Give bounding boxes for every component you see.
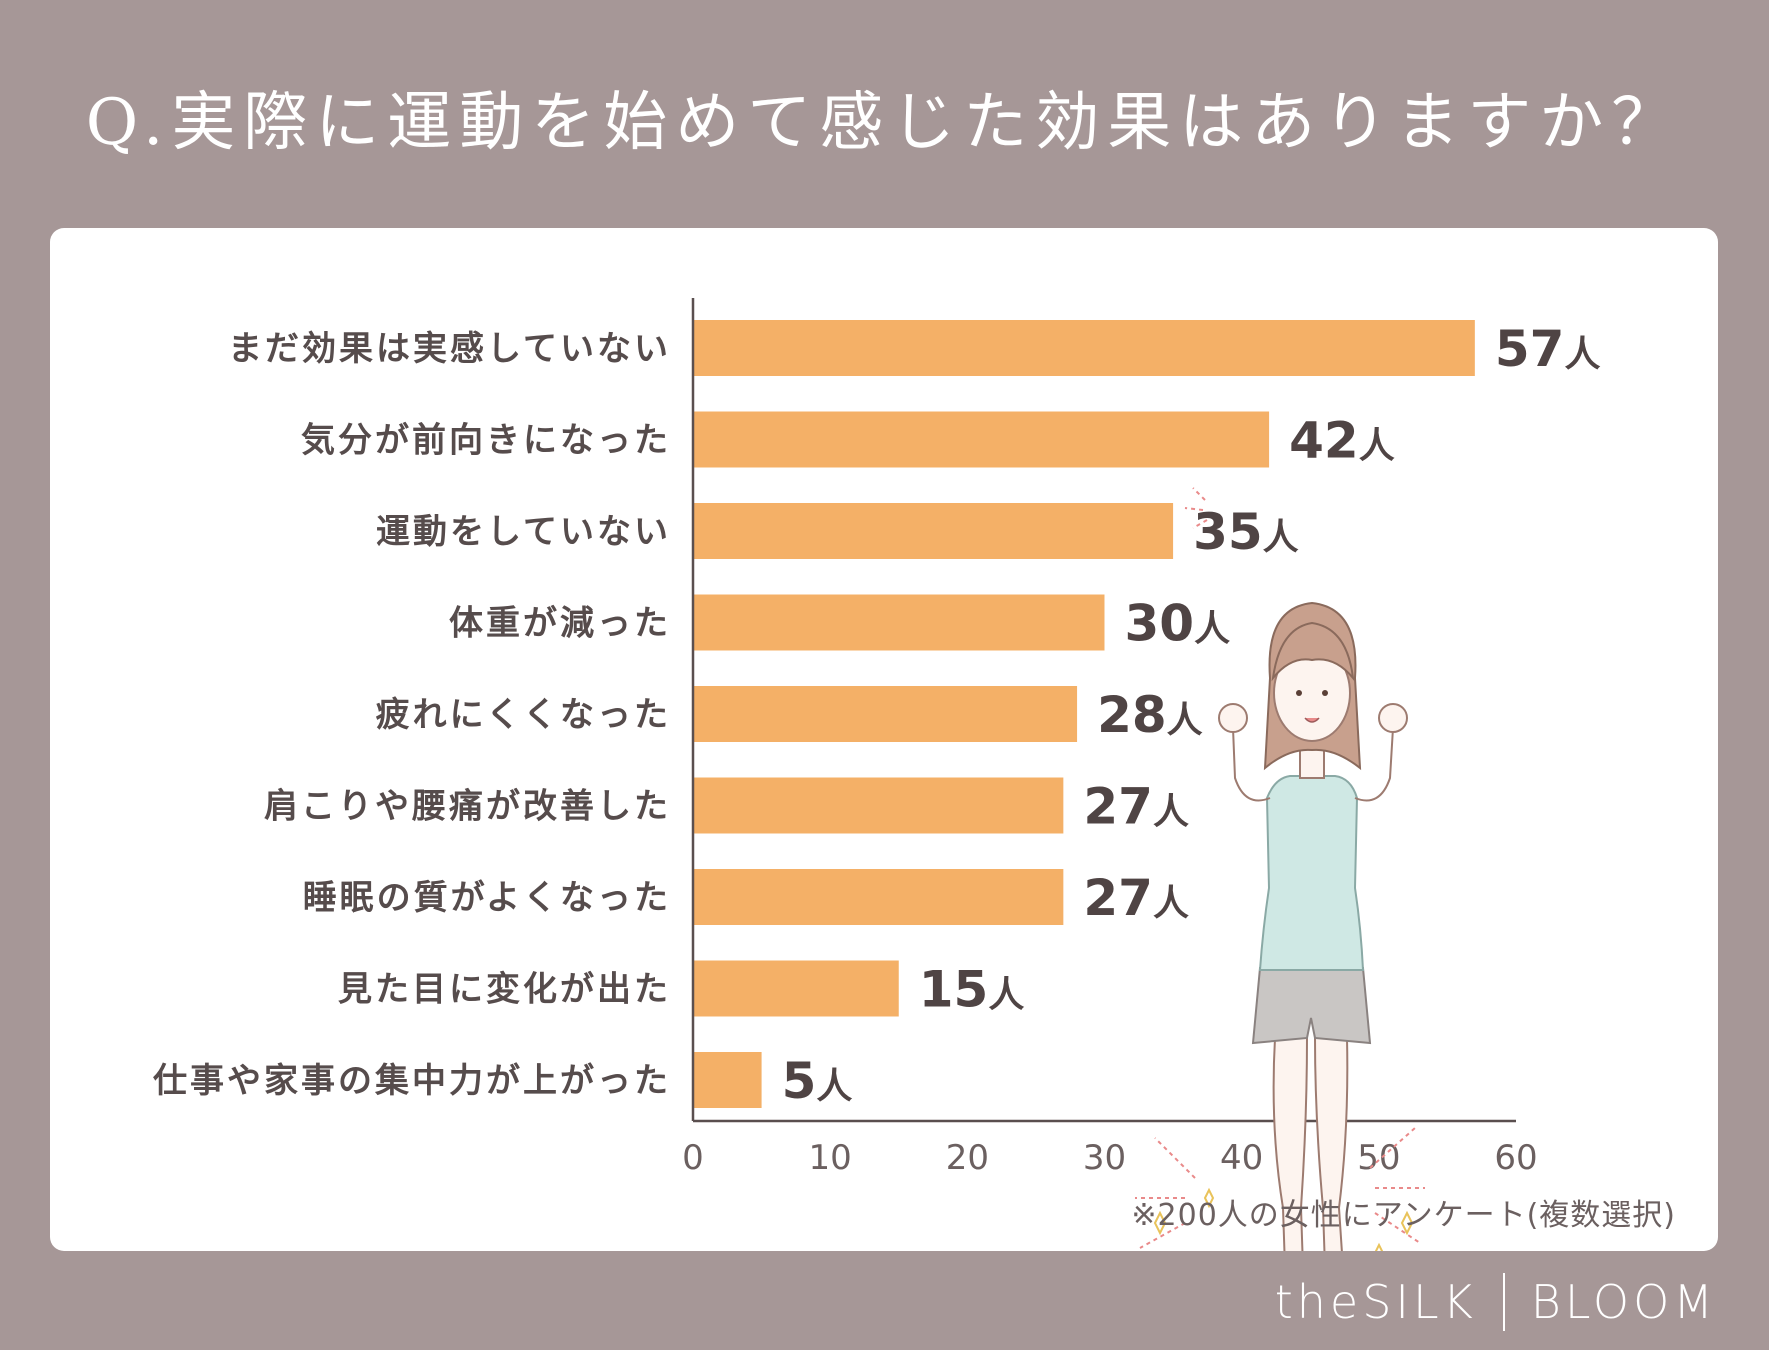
x-tick-label: 50 bbox=[1357, 1138, 1400, 1178]
value-label: 28人 bbox=[1097, 686, 1203, 744]
category-label: まだ効果は実感していない bbox=[228, 329, 671, 369]
axis-layer: 0 10 20 30 40 50 60 bbox=[682, 298, 1538, 1178]
logo-separator bbox=[1502, 1273, 1505, 1331]
value-label: 42人 bbox=[1289, 412, 1395, 470]
bar bbox=[693, 503, 1174, 559]
value-label: 15人 bbox=[919, 961, 1025, 1019]
value-label: 35人 bbox=[1193, 503, 1299, 561]
chart-title: Q.実際に運動を始めて感じた効果はありますか？ bbox=[85, 86, 1684, 160]
category-labels-layer: まだ効果は実感していない気分が前向きになった運動をしていない体重が減った疲れにく… bbox=[153, 329, 671, 1101]
survey-note: ※200人の女性にアンケート(複数選択) bbox=[1131, 1198, 1676, 1233]
value-label: 5人 bbox=[782, 1052, 853, 1110]
category-label: 気分が前向きになった bbox=[301, 421, 671, 461]
bar bbox=[693, 411, 1270, 468]
value-labels-layer: 57人 42人 35人 30人 28人 27人 27人 15人 5人 bbox=[782, 320, 1601, 1110]
x-tick-label: 0 bbox=[682, 1138, 704, 1178]
category-label: 仕事や家事の集中力が上がった bbox=[153, 1061, 671, 1101]
woman-on-scale-illustration bbox=[1135, 487, 1425, 1251]
category-label: 体重が減った bbox=[449, 604, 671, 644]
value-label: 27人 bbox=[1083, 869, 1189, 927]
x-tick-label: 10 bbox=[809, 1138, 852, 1178]
category-label: 運動をしていない bbox=[376, 512, 671, 552]
bars-layer bbox=[693, 320, 1475, 1108]
brand-logo: theSILK BLOOM bbox=[1275, 1272, 1717, 1332]
bar bbox=[693, 594, 1105, 651]
bar bbox=[693, 869, 1064, 925]
x-tick-label: 40 bbox=[1220, 1138, 1263, 1178]
category-label: 疲れにくくなった bbox=[376, 695, 671, 735]
value-label: 27人 bbox=[1083, 778, 1189, 836]
x-tick-label: 20 bbox=[946, 1138, 989, 1178]
chart-card: まだ効果は実感していない気分が前向きになった運動をしていない体重が減った疲れにく… bbox=[50, 228, 1718, 1251]
value-label: 30人 bbox=[1125, 595, 1231, 653]
bar bbox=[693, 686, 1078, 742]
category-label: 睡眠の質がよくなった bbox=[303, 878, 671, 918]
brand-logo-right: BLOOM bbox=[1530, 1275, 1717, 1329]
bar bbox=[693, 320, 1475, 376]
bar bbox=[693, 1052, 762, 1108]
category-label: 肩こりや腰痛が改善した bbox=[264, 787, 671, 827]
brand-logo-left: theSILK bbox=[1274, 1275, 1477, 1329]
x-tick-label: 60 bbox=[1494, 1138, 1537, 1178]
category-label: 見た目に変化が出た bbox=[338, 970, 671, 1010]
bar bbox=[693, 777, 1064, 834]
bar-chart: まだ効果は実感していない気分が前向きになった運動をしていない体重が減った疲れにく… bbox=[153, 298, 1601, 1251]
bar bbox=[693, 960, 899, 1017]
value-label: 57人 bbox=[1495, 320, 1601, 378]
x-tick-label: 30 bbox=[1083, 1138, 1126, 1178]
